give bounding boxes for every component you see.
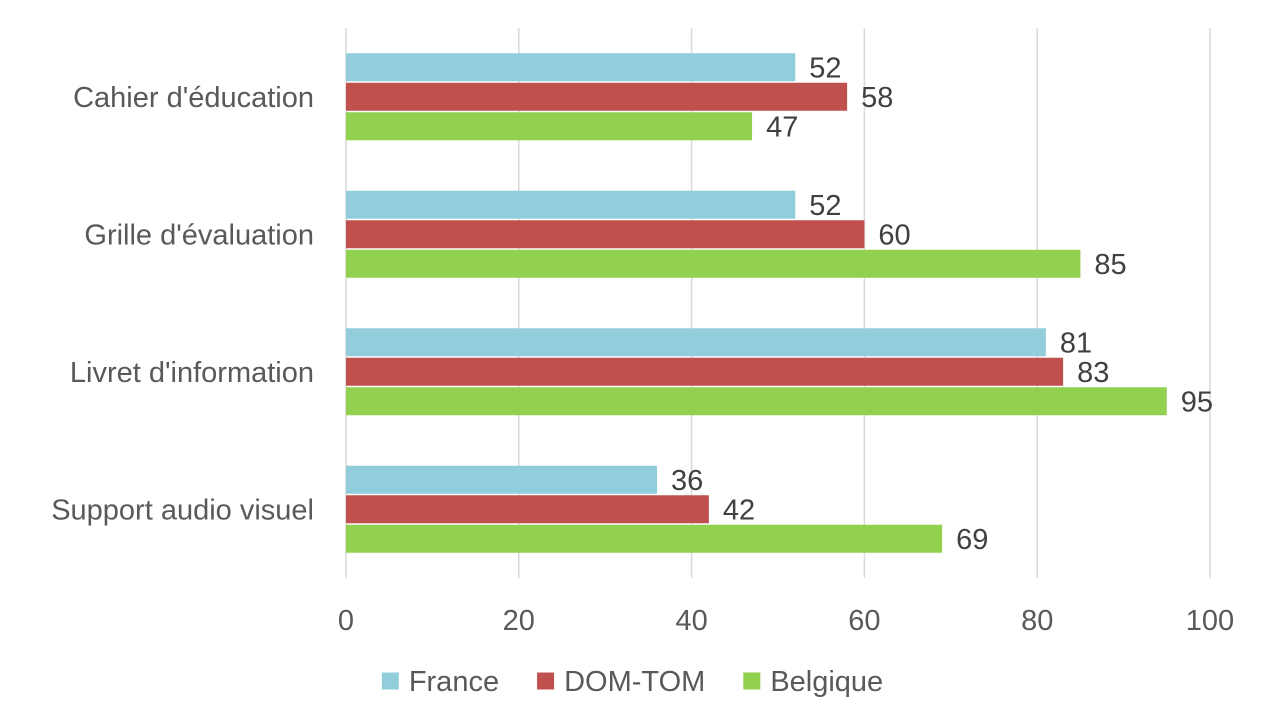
bar-belgique — [346, 249, 1081, 278]
data-label: 47 — [766, 111, 798, 143]
bar-france — [346, 190, 796, 219]
bar-france — [346, 328, 1046, 357]
bar-france — [346, 465, 658, 494]
legend: France DOM-TOM Belgique — [381, 666, 883, 698]
x-tick-label: 40 — [675, 605, 707, 637]
bar-belgique — [346, 524, 943, 553]
data-label: 95 — [1181, 386, 1213, 418]
bar-dom-tom — [346, 220, 865, 249]
data-label: 85 — [1094, 249, 1126, 281]
legend-label: DOM-TOM — [564, 666, 705, 698]
bar-belgique — [346, 387, 1167, 416]
x-tick-label: 20 — [503, 605, 535, 637]
category-label: Livret d'information — [70, 357, 314, 389]
category-labels: Cahier d'éducation Grille d'évaluation Liv… — [51, 82, 314, 527]
data-label: 36 — [671, 465, 703, 497]
legend-swatch — [537, 672, 555, 690]
data-label: 81 — [1060, 327, 1092, 359]
data-label: 52 — [809, 52, 841, 84]
x-tick-label: 60 — [848, 605, 880, 637]
bar-belgique — [346, 112, 753, 141]
bar-dom-tom — [346, 82, 848, 111]
data-label: 58 — [861, 82, 893, 114]
x-tick-label: 80 — [1021, 605, 1053, 637]
bars — [346, 53, 1167, 553]
x-tick-label: 100 — [1186, 605, 1234, 637]
legend-label: France — [409, 666, 499, 698]
legend-swatch — [381, 672, 399, 690]
legend-label: Belgique — [770, 666, 883, 698]
bar-dom-tom — [346, 495, 709, 524]
category-label: Cahier d'éducation — [73, 82, 314, 114]
legend-swatch — [743, 672, 761, 690]
data-label: 42 — [723, 494, 755, 526]
data-label: 69 — [956, 524, 988, 556]
bar-dom-tom — [346, 357, 1064, 386]
x-tick-label: 0 — [338, 605, 354, 637]
data-label: 52 — [809, 190, 841, 222]
data-label: 83 — [1077, 357, 1109, 389]
bar-france — [346, 53, 796, 82]
data-label: 60 — [878, 219, 910, 251]
category-label: Support audio visuel — [51, 494, 314, 526]
category-label: Grille d'évaluation — [84, 219, 314, 251]
x-axis-ticks: 0 20 40 60 80 100 — [338, 605, 1234, 637]
